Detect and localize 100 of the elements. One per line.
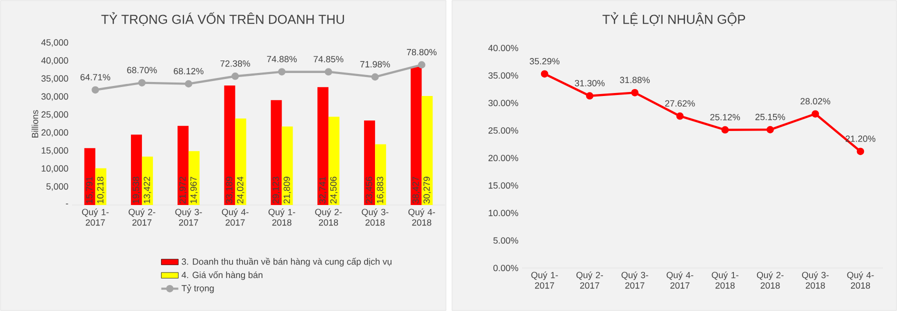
y-tick-label: 35.00% — [488, 72, 518, 79]
data-label: 19,538 — [132, 176, 140, 204]
x-tick-label: Quý 1-2018 — [268, 208, 296, 226]
data-label: 28.02% — [800, 98, 830, 104]
data-label: 35.29% — [530, 58, 560, 64]
point — [721, 126, 729, 134]
bar — [282, 126, 293, 205]
data-label: 74.88% — [267, 56, 297, 62]
data-label: 21,972 — [179, 176, 187, 204]
data-label: 68.70% — [127, 66, 157, 74]
legend-label: 4. Giá vốn hàng bán — [182, 271, 262, 280]
data-label: 32,741 — [319, 176, 327, 204]
data-label: 30,279 — [423, 176, 431, 204]
x-tick-label: Quý 3-2018 — [802, 272, 829, 289]
chart-title: TỶ TRỌNG GIÁ VỐN TRÊN DOANH THU — [101, 12, 344, 26]
y-tick-label: 20,000 — [42, 129, 68, 137]
y-tick-label: 15,000 — [42, 147, 68, 155]
bar — [188, 151, 200, 205]
y-tick-label: 10.00% — [488, 210, 518, 216]
bar — [130, 134, 142, 205]
data-label: 72.38% — [220, 60, 250, 67]
data-label: 15,791 — [86, 176, 94, 204]
data-label: 13,422 — [144, 176, 152, 204]
bar — [328, 116, 340, 205]
y-tick-label: 35,000 — [41, 75, 68, 83]
data-label: 25.12% — [710, 114, 740, 120]
x-tick-label: Quý 4-2018 — [847, 272, 874, 289]
x-tick-label: Quý 3-2017 — [175, 208, 202, 226]
x-tick-label: Quý 2-2018 — [315, 208, 342, 226]
point — [324, 68, 332, 76]
y-tick-label: 30,000 — [41, 93, 68, 101]
bar — [84, 148, 96, 205]
x-tick-label: Quý 4-2017 — [222, 208, 248, 226]
point — [278, 68, 286, 76]
data-label: 74.85% — [314, 56, 344, 62]
point — [371, 73, 379, 81]
data-label: 23,456 — [366, 176, 374, 204]
x-tick-label: Quý 3-2017 — [622, 272, 648, 289]
x-tick-label: Quý 4-2017 — [666, 272, 694, 289]
data-label: 64.71% — [80, 74, 110, 80]
y-tick-label: 40,000 — [41, 57, 68, 65]
bar — [270, 100, 282, 205]
bar — [224, 86, 236, 205]
point — [540, 70, 548, 78]
x-tick-label: Quý 1-2017 — [82, 208, 109, 226]
data-label: 27.62% — [665, 100, 695, 107]
point — [631, 88, 639, 96]
point — [676, 112, 684, 120]
y-tick-label: 0.00% — [493, 264, 518, 272]
data-label: 71.98% — [360, 61, 390, 68]
point — [418, 61, 426, 68]
y-tick-label: 45,000 — [41, 39, 68, 47]
x-tick-label: Quý 3-2018 — [362, 208, 388, 226]
data-label: 38,427 — [412, 176, 420, 204]
y-tick-label: 15.00% — [488, 182, 518, 189]
point — [232, 72, 239, 80]
y-axis-title: Billions — [32, 110, 38, 138]
chart-title: TỶ LỆ LỢI NHUẬN GỘP — [602, 12, 746, 26]
data-label: 21.20% — [846, 136, 876, 142]
bar — [410, 66, 422, 205]
bar — [364, 120, 376, 205]
point — [138, 79, 146, 86]
point — [184, 80, 192, 88]
y-tick-label: 20.00% — [488, 154, 518, 162]
data-label: 24,024 — [236, 176, 244, 204]
point — [766, 126, 774, 134]
point — [812, 110, 820, 118]
data-label: 29,123 — [272, 176, 280, 204]
y-tick-label: 25,000 — [42, 111, 68, 119]
data-label: 78.80% — [406, 48, 437, 56]
data-label: 31.30% — [574, 80, 605, 86]
y-tick-label: 30.00% — [488, 100, 518, 106]
x-tick-label: Quý 1-2018 — [712, 272, 738, 289]
bar — [142, 156, 153, 205]
bar — [375, 144, 386, 205]
x-tick-label: Quý 4-2018 — [408, 208, 435, 226]
point — [92, 86, 99, 94]
y-tick-label: 10,000 — [42, 165, 68, 173]
y-tick-label: 25.00% — [488, 127, 518, 134]
bar — [422, 96, 433, 205]
x-tick-label: Quý 2-2018 — [756, 272, 784, 289]
data-label: 24,506 — [330, 176, 338, 204]
y-tick-label: 5,000 — [46, 183, 68, 191]
bar — [178, 126, 189, 205]
data-label: 68.12% — [174, 68, 204, 74]
data-label: 31.88% — [620, 76, 650, 84]
y-tick-label: 40.00% — [488, 44, 518, 52]
x-tick-label: Quý 2-2017 — [576, 272, 604, 289]
data-label: 10,218 — [97, 176, 105, 204]
point — [856, 148, 864, 156]
data-label: 33,189 — [226, 176, 234, 204]
y-tick-label: 5.00% — [493, 237, 518, 244]
bar — [235, 118, 246, 205]
bar — [317, 87, 328, 205]
data-label: 16,883 — [376, 176, 384, 204]
x-tick-label: Quý 2-2017 — [128, 208, 156, 226]
x-tick-label: Quý 1-2017 — [531, 272, 558, 289]
legend-label: 3. Doanh thu thuần về bán hàng và cung cấp dịch vụ — [182, 258, 392, 267]
data-label: 25.15% — [755, 114, 786, 120]
data-label: 21,809 — [284, 176, 292, 204]
